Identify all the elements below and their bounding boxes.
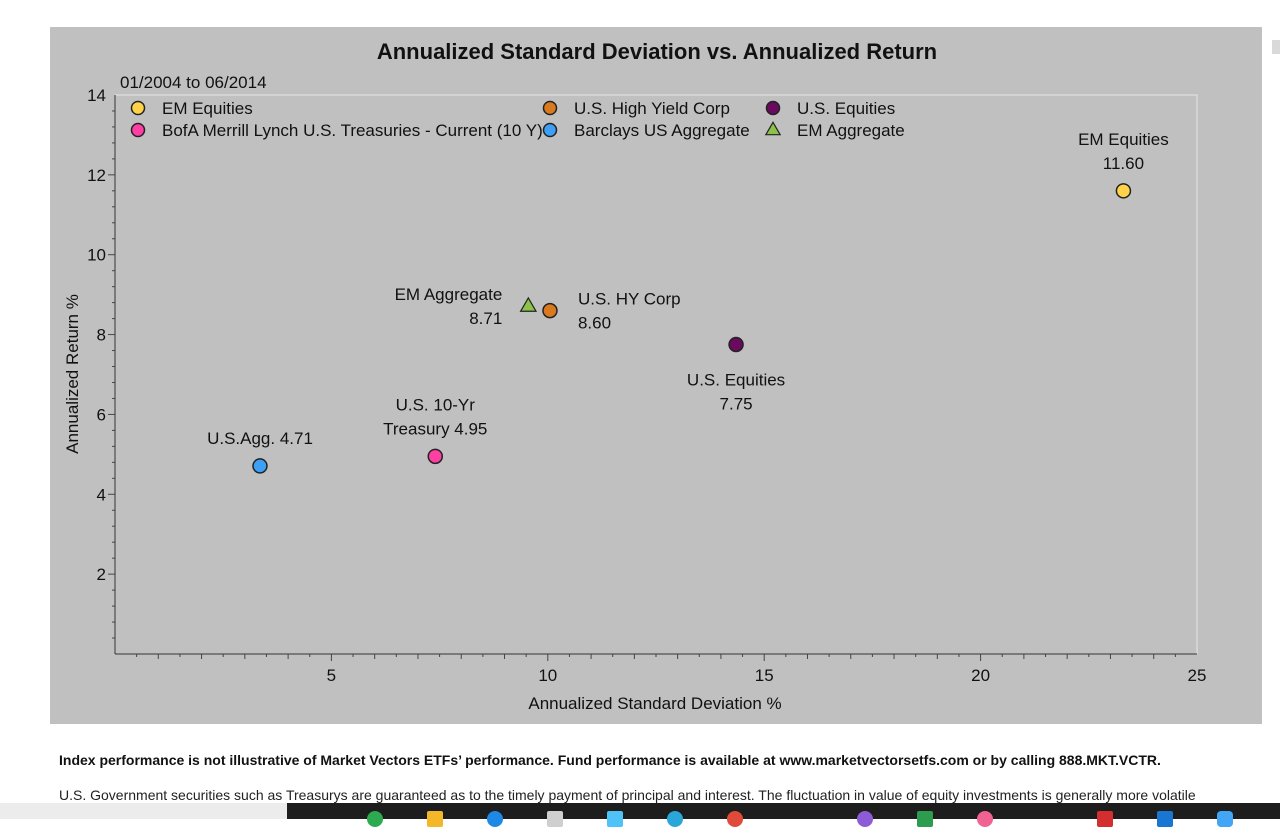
x-axis-title: Annualized Standard Deviation %: [528, 694, 781, 713]
y-tick-label: 6: [97, 405, 106, 424]
legend-entry: U.S. High Yield Corp: [542, 99, 730, 118]
legend: EM Equities BofA Merrill Lynch U.S. Treas…: [130, 99, 905, 140]
chart-panel: Annualized Standard Deviation vs. Annual…: [50, 27, 1262, 724]
data-points: [252, 183, 1132, 474]
sheet-icon[interactable]: [917, 811, 933, 827]
x-tick-label: 5: [327, 666, 336, 685]
legend-label: BofA Merrill Lynch U.S. Treasuries - Cur…: [162, 121, 543, 140]
legend-marker: [130, 122, 146, 138]
taskbar-apps: [287, 803, 1280, 827]
legend-entry: EM Aggregate: [764, 121, 905, 140]
legend-marker: [130, 100, 146, 116]
data-point: [542, 302, 558, 319]
data-label: 8.71: [469, 309, 502, 328]
folder-icon[interactable]: [427, 811, 443, 827]
chrome-icon[interactable]: [367, 811, 383, 827]
risk-note: U.S. Government securities such as Treas…: [59, 787, 1196, 803]
x-tick-label: 20: [971, 666, 990, 685]
mail-icon[interactable]: [1217, 811, 1233, 827]
x-tick-label: 25: [1188, 666, 1207, 685]
legend-marker: [764, 121, 782, 136]
data-label: U.S. Equities: [687, 371, 785, 390]
legend-entry: BofA Merrill Lynch U.S. Treasuries - Cur…: [130, 121, 543, 140]
taskbar: [0, 803, 1280, 827]
record-icon[interactable]: [727, 811, 743, 827]
data-point: [1115, 183, 1132, 199]
legend-label: U.S. Equities: [797, 99, 895, 118]
data-label: U.S. HY Corp: [578, 290, 681, 309]
y-axis-title: Annualized Return %: [63, 294, 82, 454]
legend-label: Barclays US Aggregate: [574, 121, 750, 140]
legend-marker: [542, 100, 558, 116]
legend-label: U.S. High Yield Corp: [574, 99, 730, 118]
data-label: Treasury 4.95: [383, 419, 487, 438]
legend-entry: U.S. Equities: [765, 99, 895, 118]
y-tick-label: 10: [87, 246, 106, 265]
data-label: EM Equities: [1078, 130, 1169, 149]
plot-frame: [114, 94, 1198, 655]
pdf-icon[interactable]: [1097, 811, 1113, 827]
data-label: 8.60: [578, 314, 611, 333]
legend-entry: Barclays US Aggregate: [542, 121, 750, 140]
data-label: 7.75: [720, 395, 753, 414]
store-icon[interactable]: [1157, 811, 1173, 827]
axes: 5 10 15 20 25 2 4 6 8 10 12 14: [87, 86, 1206, 685]
chat-icon[interactable]: [857, 811, 873, 827]
legend-marker: [765, 100, 781, 116]
data-labels: EM Equities 11.60 U.S. HY Corp 8.60 U.S. Equ…: [207, 130, 1169, 448]
legend-label: EM Equities: [162, 99, 253, 118]
app-icon[interactable]: [607, 811, 623, 827]
scroll-edge: [1272, 40, 1280, 54]
data-label: U.S. 10-Yr: [396, 395, 476, 414]
data-point: [427, 448, 444, 465]
document-icon[interactable]: [547, 811, 563, 827]
chart-subtitle: 01/2004 to 06/2014: [120, 73, 267, 92]
performance-disclaimer: Index performance is not illustrative of…: [59, 752, 1161, 768]
data-label: EM Aggregate: [395, 285, 503, 304]
y-tick-label: 12: [87, 166, 106, 185]
x-tick-label: 10: [538, 666, 557, 685]
y-tick-label: 14: [87, 86, 106, 105]
media-icon[interactable]: [977, 811, 993, 827]
x-tick-label: 15: [755, 666, 774, 685]
browser-icon[interactable]: [487, 811, 503, 827]
data-label: 11.60: [1103, 154, 1144, 173]
data-label: U.S.Agg. 4.71: [207, 429, 313, 448]
data-point: [252, 458, 268, 474]
chart-title: Annualized Standard Deviation vs. Annual…: [377, 39, 937, 64]
scatter-chart: Annualized Standard Deviation vs. Annual…: [63, 39, 1206, 713]
y-tick-label: 8: [97, 326, 106, 345]
data-point: [519, 296, 538, 312]
data-point: [728, 336, 744, 353]
legend-marker: [542, 122, 558, 138]
active-app-icon[interactable]: [667, 811, 683, 827]
y-tick-label: 2: [97, 565, 106, 584]
legend-label: EM Aggregate: [797, 121, 905, 140]
legend-entry: EM Equities: [130, 99, 253, 118]
y-tick-label: 4: [97, 485, 106, 504]
plot-area: [114, 94, 1198, 655]
